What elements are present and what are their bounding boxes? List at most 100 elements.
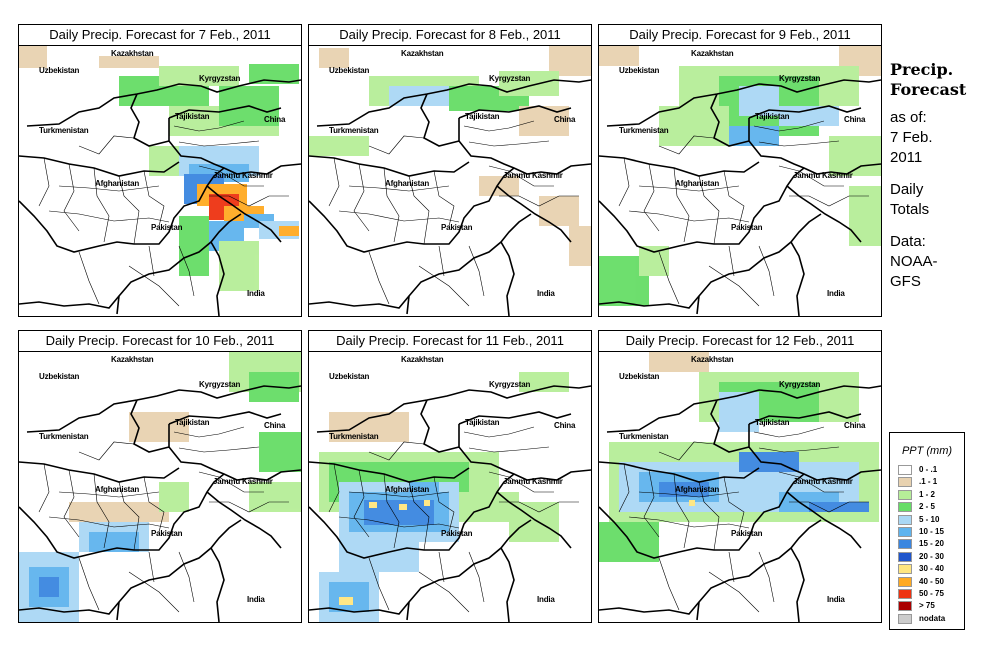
label-kyrgyzstan: Kyrgyzstan (779, 380, 821, 389)
legend-swatch (898, 613, 912, 624)
legend-swatch (898, 502, 912, 513)
side-asof: as of: (890, 109, 927, 126)
label-tajikistan: Tajikistan (465, 418, 500, 427)
legend-swatch (898, 564, 912, 575)
label-afghanistan: Afghanistan (675, 179, 720, 188)
label-jammu-kashmir: Jammu Kashmir (213, 477, 273, 486)
precip-layer (309, 46, 591, 316)
forecast-panel-feb8: Daily Precip. Forecast for 8 Feb., 2011 … (308, 24, 592, 317)
side-heading-2: Forecast (890, 80, 967, 99)
label-kazakhstan: Kazakhstan (691, 355, 734, 364)
label-kazakhstan: Kazakhstan (111, 355, 154, 364)
side-info: Precip. Forecast as of: 7 Feb. 2011 Dail… (890, 60, 980, 292)
label-tajikistan: Tajikistan (755, 418, 790, 427)
legend-label: 50 - 75 (919, 589, 944, 598)
label-jammu-kashmir: Jammu Kashmir (213, 171, 273, 180)
label-china: China (844, 115, 866, 124)
label-uzbekistan: Uzbekistan (39, 372, 80, 381)
panel-title: Daily Precip. Forecast for 9 Feb., 2011 (599, 25, 881, 46)
label-tajikistan: Tajikistan (465, 112, 500, 121)
legend-label: nodata (919, 613, 946, 623)
legend-label: 10 - 15 (919, 527, 944, 536)
label-turkmenistan: Turkmenistan (619, 432, 669, 441)
label-india: India (827, 595, 845, 604)
label-turkmenistan: Turkmenistan (39, 126, 89, 135)
side-date-1: 7 Feb. (890, 129, 933, 146)
forecast-panel-feb10: Daily Precip. Forecast for 10 Feb., 2011… (18, 330, 302, 623)
side-heading-1: Precip. (890, 60, 954, 79)
label-tajikistan: Tajikistan (175, 418, 210, 427)
label-afghanistan: Afghanistan (95, 179, 140, 188)
label-kyrgyzstan: Kyrgyzstan (199, 74, 241, 83)
precip-map: Kazakhstan Uzbekistan Kyrgyzstan Tajikis… (309, 46, 591, 316)
label-uzbekistan: Uzbekistan (329, 372, 370, 381)
precip-layer (19, 352, 301, 622)
precip-map: Kazakhstan Uzbekistan Kyrgyzstan Tajikis… (599, 46, 881, 316)
label-india: India (827, 289, 845, 298)
precip-layer (19, 46, 301, 316)
legend-label: 30 - 40 (919, 564, 944, 574)
legend-swatch (898, 489, 912, 500)
label-china: China (554, 421, 576, 430)
label-afghanistan: Afghanistan (95, 485, 140, 494)
label-turkmenistan: Turkmenistan (329, 432, 379, 441)
label-india: India (537, 289, 555, 298)
side-data-2: NOAA- (890, 253, 938, 270)
legend-label: 1 - 2 (919, 489, 936, 499)
legend-swatch (898, 539, 912, 550)
legend-swatch (898, 576, 912, 587)
label-turkmenistan: Turkmenistan (619, 126, 669, 135)
label-uzbekistan: Uzbekistan (619, 372, 660, 381)
label-india: India (247, 595, 265, 604)
label-turkmenistan: Turkmenistan (329, 126, 379, 135)
label-tajikistan: Tajikistan (755, 112, 790, 121)
label-china: China (264, 421, 286, 430)
forecast-panel-feb7: Daily Precip. Forecast for 7 Feb., 2011 (18, 24, 302, 317)
precip-layer (599, 352, 881, 622)
label-pakistan: Pakistan (731, 529, 763, 538)
precip-layer (599, 46, 881, 316)
legend-title: PPT (mm) (901, 445, 953, 457)
side-date-2: 2011 (890, 149, 923, 166)
label-jammu-kashmir: Jammu Kashmir (793, 477, 853, 486)
forecast-panel-feb11: Daily Precip. Forecast for 11 Feb., 2011 (308, 330, 592, 623)
label-tajikistan: Tajikistan (175, 112, 210, 121)
label-pakistan: Pakistan (151, 529, 183, 538)
label-pakistan: Pakistan (151, 223, 183, 232)
label-kyrgyzstan: Kyrgyzstan (489, 74, 531, 83)
label-kazakhstan: Kazakhstan (111, 49, 154, 58)
legend-swatch (898, 589, 912, 599)
label-india: India (537, 595, 555, 604)
forecast-panel-feb12: Daily Precip. Forecast for 12 Feb., 2011… (598, 330, 882, 623)
precip-legend: PPT (mm) 0 - .1 .1 - 1 1 - 2 2 - 5 5 - 10 10 … (889, 432, 965, 630)
legend-swatch (898, 601, 912, 612)
legend-swatch (898, 527, 912, 537)
legend-label: 2 - 5 (919, 502, 936, 512)
label-pakistan: Pakistan (731, 223, 763, 232)
side-data-1: Data: (890, 233, 926, 250)
label-china: China (844, 421, 866, 430)
side-daily-2: Totals (890, 201, 930, 218)
label-pakistan: Pakistan (441, 223, 473, 232)
precip-map: Kazakhstan Uzbekistan Kyrgyzstan Tajikis… (309, 352, 591, 622)
panel-title: Daily Precip. Forecast for 10 Feb., 2011 (19, 331, 301, 352)
label-jammu-kashmir: Jammu Kashmir (793, 171, 853, 180)
label-kyrgyzstan: Kyrgyzstan (779, 74, 821, 83)
legend-swatch (898, 465, 912, 475)
label-afghanistan: Afghanistan (675, 485, 720, 494)
legend-swatch (898, 514, 912, 525)
side-data-3: GFS (890, 273, 921, 290)
precip-layer (309, 372, 591, 622)
legend-swatch (898, 477, 912, 488)
precip-map: Kazakhstan Uzbekistan Kyrgyzstan Tajikis… (19, 46, 301, 316)
label-india: India (247, 289, 265, 298)
panel-title: Daily Precip. Forecast for 7 Feb., 2011 (19, 25, 301, 46)
label-china: China (264, 115, 286, 124)
panel-title: Daily Precip. Forecast for 11 Feb., 2011 (309, 331, 591, 352)
legend-label: .1 - 1 (919, 477, 938, 487)
precip-map: Kazakhstan Uzbekistan Kyrgyzstan Tajikis… (599, 352, 881, 622)
label-kazakhstan: Kazakhstan (691, 49, 734, 58)
forecast-panel-feb9: Daily Precip. Forecast for 9 Feb., 2011 … (598, 24, 882, 317)
legend-swatch (898, 551, 912, 562)
legend-label: 40 - 50 (919, 576, 944, 586)
